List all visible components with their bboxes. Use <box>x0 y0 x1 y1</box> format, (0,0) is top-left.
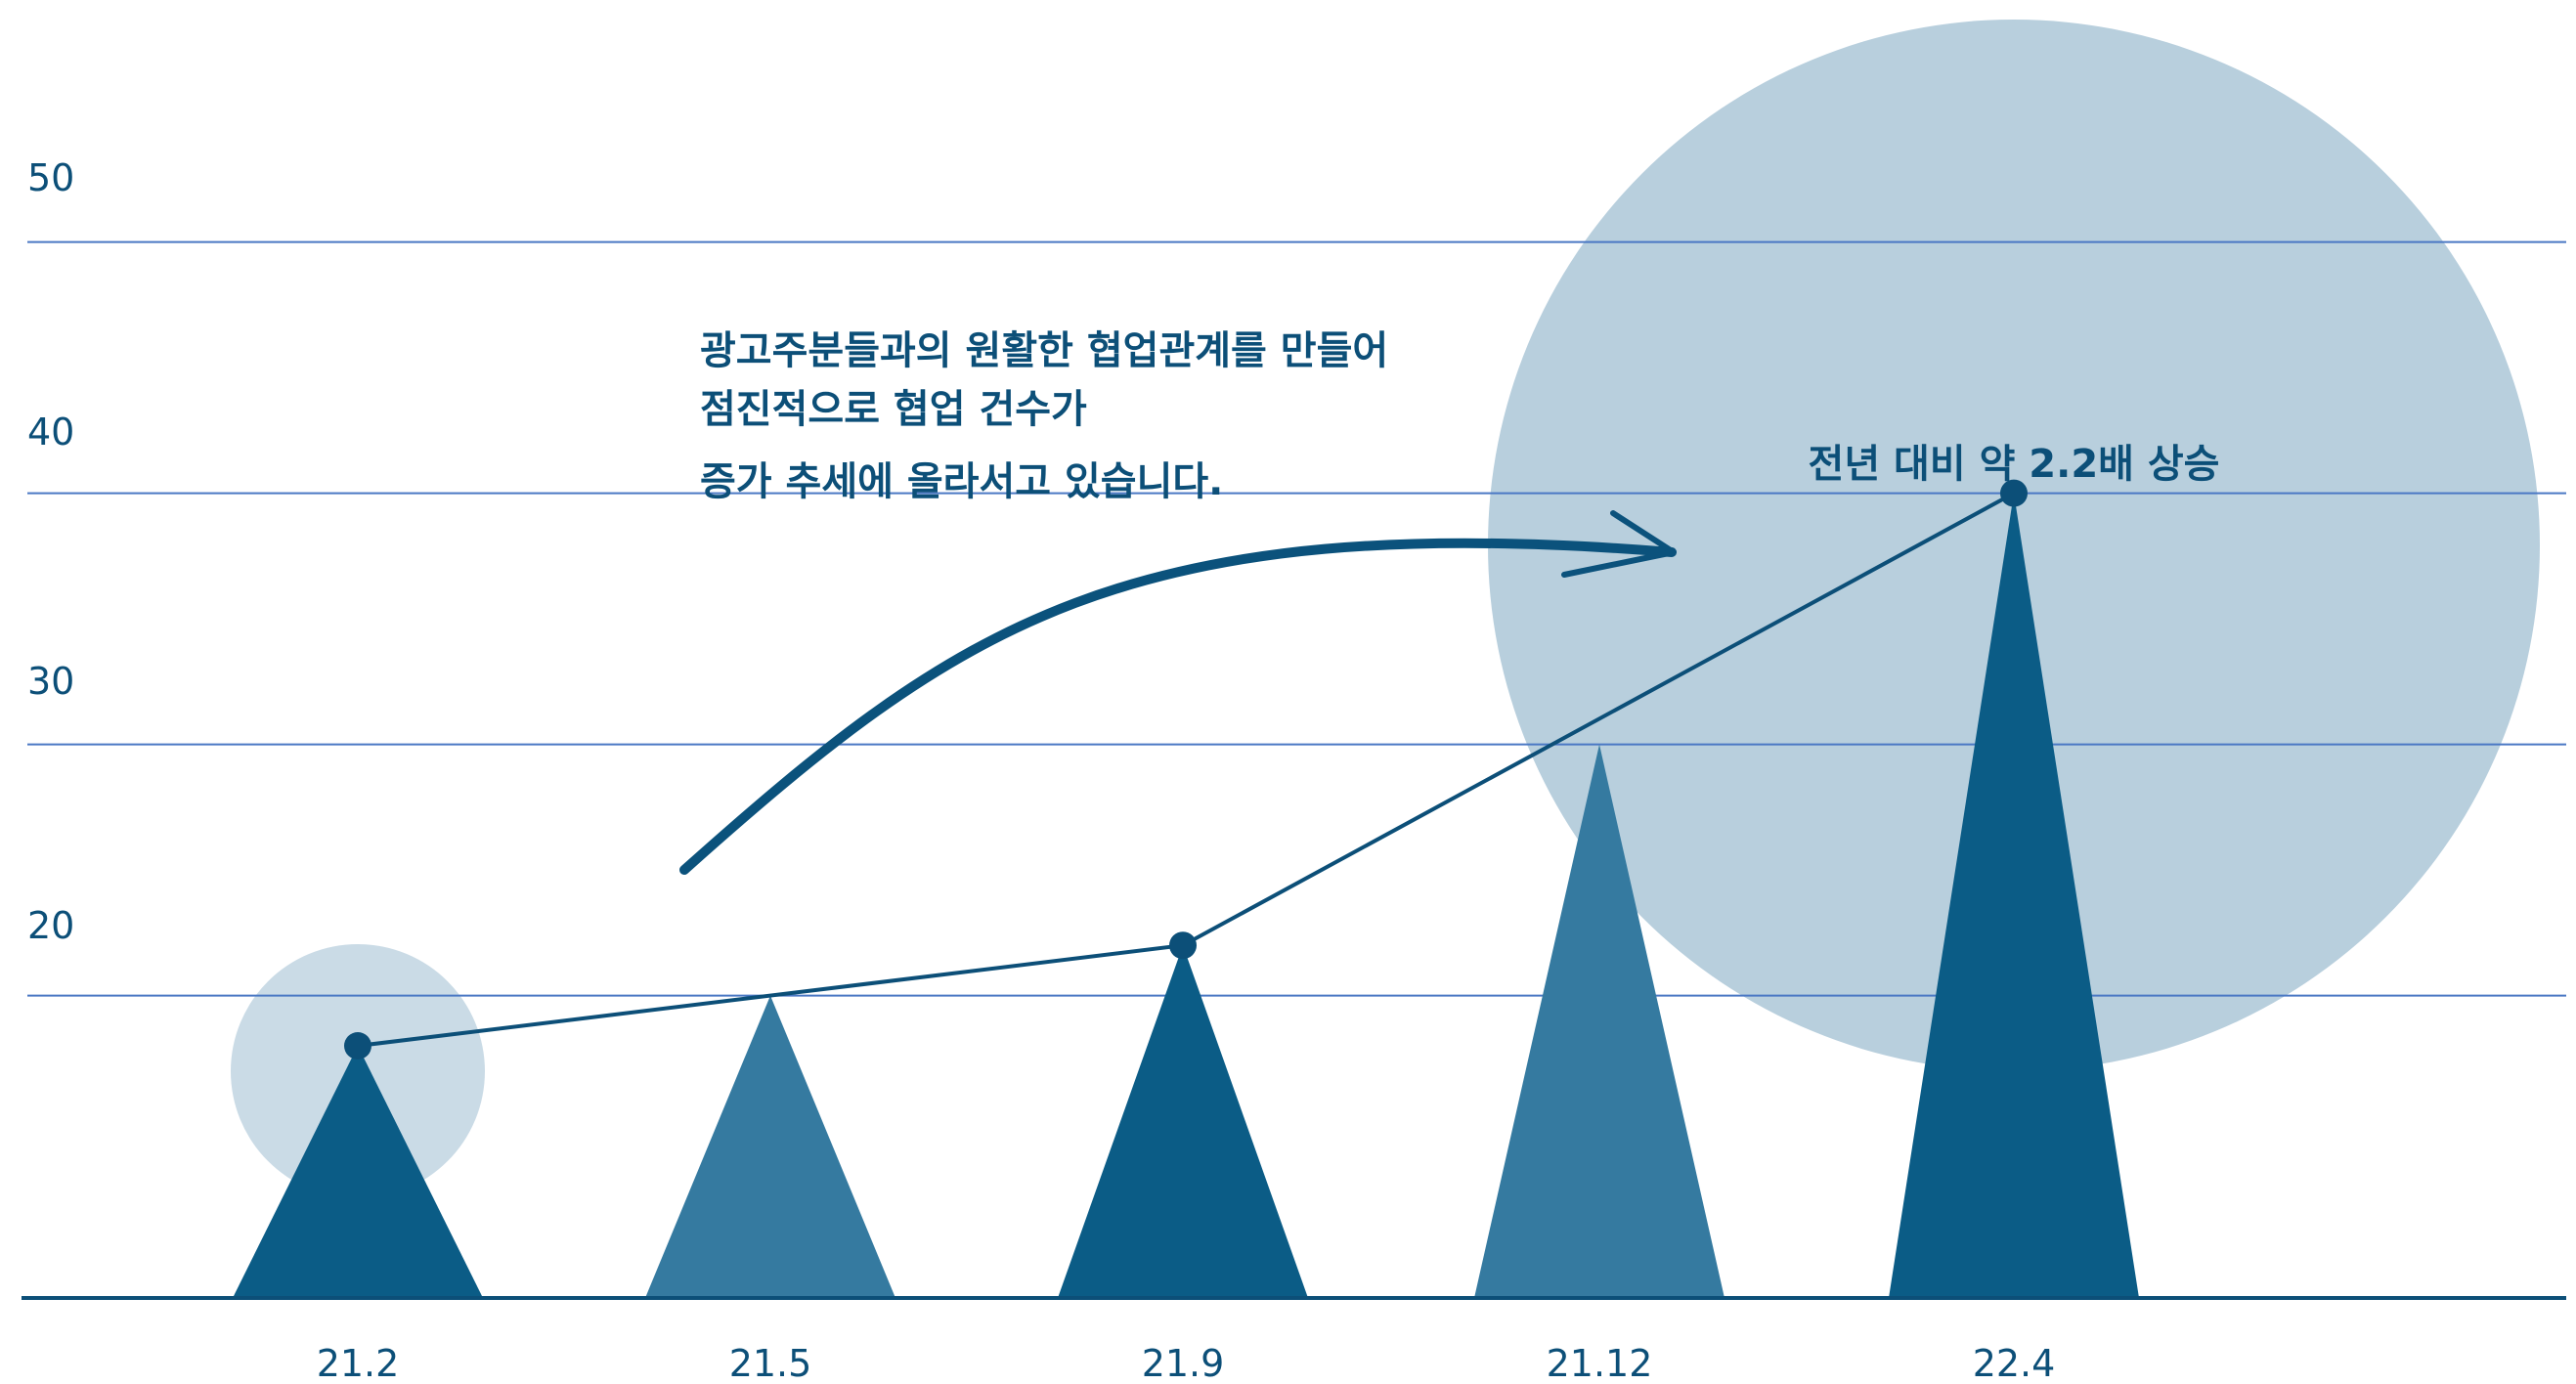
y-tick-label: 40 <box>27 411 74 454</box>
gridlines <box>27 240 2566 997</box>
triangle-bar <box>1889 493 2139 1299</box>
x-tick-label: 21.2 <box>317 1342 400 1384</box>
triangle-bar <box>233 1046 483 1298</box>
growth-callout: 전년 대비 약 2.2배 상승 <box>1809 442 2220 487</box>
annotation-line: 점진적으로 협업 건수가 <box>700 387 1087 432</box>
data-point <box>1169 931 1197 960</box>
x-tick-label: 21.12 <box>1547 1342 1653 1384</box>
x-tick-label: 21.9 <box>1142 1342 1225 1384</box>
triangle-bar <box>1474 744 1725 1298</box>
triangle-bars <box>233 493 2139 1299</box>
x-tick-label: 22.4 <box>1973 1342 2056 1384</box>
y-tick-label: 20 <box>27 904 74 947</box>
curved-arrow-icon <box>679 510 1677 875</box>
annotation-line: 증가 추세에 올라서고 있습니다. <box>700 459 1223 504</box>
triangle-bar <box>645 995 895 1298</box>
y-tick-label: 50 <box>27 156 74 199</box>
data-point <box>344 1032 371 1060</box>
y-tick-label: 30 <box>27 660 74 703</box>
annotation-text: 광고주분들과의 원활한 협업관계를 만들어 점진적으로 협업 건수가 증가 추세… <box>700 328 1388 504</box>
y-axis-tick-labels: 50 40 30 20 <box>27 156 74 947</box>
annotation-line: 광고주분들과의 원활한 협업관계를 만들어 <box>700 328 1388 373</box>
x-axis-tick-labels: 21.2 21.5 21.9 21.12 22.4 <box>317 1342 2056 1384</box>
data-point <box>2000 479 2028 507</box>
triangle-bar <box>1058 945 1308 1298</box>
x-tick-label: 21.5 <box>729 1342 812 1384</box>
data-points <box>344 479 2028 1060</box>
